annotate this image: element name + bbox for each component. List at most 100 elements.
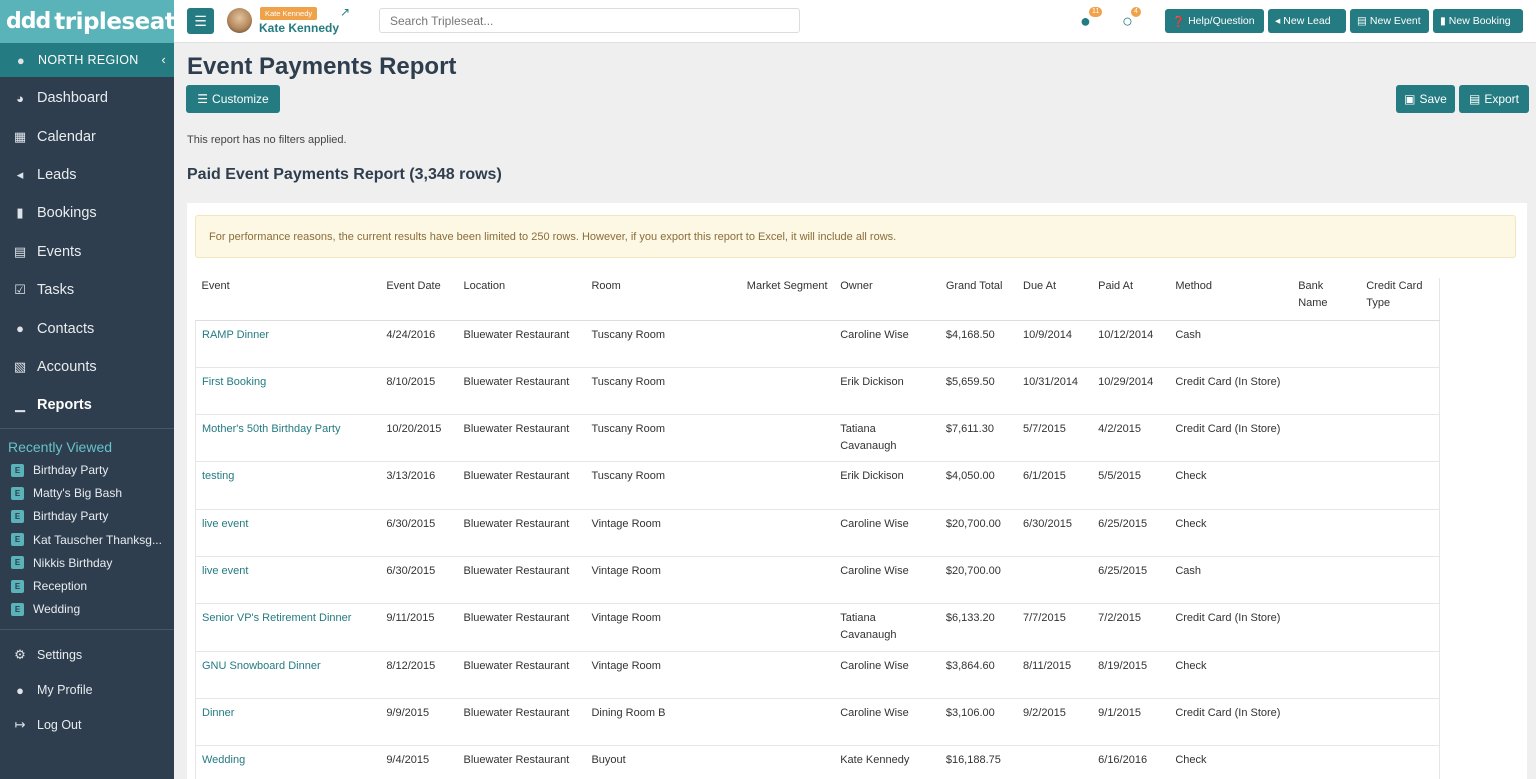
event-badge-icon: E	[11, 486, 24, 500]
sidebar-item-events[interactable]: ▤ Events	[0, 233, 174, 271]
event-link[interactable]: First Booking	[195, 367, 381, 416]
search-input[interactable]	[379, 8, 800, 33]
sidebar-item-calendar[interactable]: ▦ Calendar	[0, 117, 174, 155]
chat-count-badge: 4	[1131, 7, 1141, 17]
main-content: Event Payments Report ☰ Customize ▣ Save ▤…	[174, 43, 1536, 779]
column-header[interactable]: Bank Name	[1292, 278, 1361, 321]
settings-label: Settings	[37, 648, 83, 663]
table-cell: Credit Card (In Store)	[1169, 367, 1293, 416]
sidebar-item-label: Accounts	[37, 358, 97, 375]
table-cell	[1292, 461, 1361, 510]
log-out-link[interactable]: ↦ Log Out	[0, 708, 174, 743]
bookmark-icon: ▮	[16, 205, 24, 221]
chart-icon: ▁	[15, 397, 25, 413]
new-booking-label: New Booking	[1448, 15, 1511, 27]
report-card: For performance reasons, the current res…	[187, 203, 1527, 779]
event-link[interactable]: live event	[195, 556, 381, 605]
table-cell: Bluewater Restaurant	[457, 461, 586, 510]
sidebar-item-leads[interactable]: ◂ Leads	[0, 156, 174, 194]
sidebar-item-contacts[interactable]: ● Contacts	[0, 309, 174, 347]
event-link[interactable]: GNU Snowboard Dinner	[195, 651, 381, 699]
logo-mark: ddd	[6, 9, 51, 34]
table-cell: 5/5/2015	[1092, 461, 1170, 510]
table-cell: Buyout	[585, 745, 741, 779]
save-button[interactable]: ▣ Save	[1396, 85, 1455, 113]
column-header[interactable]: Market Segment	[740, 278, 835, 321]
chat-notifications[interactable]: ○ 4	[1122, 7, 1141, 32]
table-cell: Tuscany Room	[585, 367, 741, 416]
customize-button[interactable]: ☰ Customize	[186, 85, 280, 113]
menu-toggle-button[interactable]: ☰	[187, 8, 214, 34]
event-link[interactable]: live event	[195, 509, 381, 557]
table-row: GNU Snowboard Dinner 8/12/2015 Bluewater R…	[195, 651, 1441, 699]
table-cell: $7,611.30	[939, 414, 1017, 463]
table-cell: 10/12/2014	[1092, 320, 1170, 368]
sidebar-item-tasks[interactable]: ☑ Tasks	[0, 271, 174, 309]
event-link[interactable]: RAMP Dinner	[195, 320, 381, 368]
table-cell: Vintage Room	[585, 556, 741, 605]
table-cell: $5,659.50	[939, 367, 1017, 416]
event-badge-icon: E	[11, 556, 24, 570]
new-booking-button[interactable]: ▮ New Booking	[1433, 9, 1523, 33]
table-cell: Tuscany Room	[585, 461, 741, 510]
chevron-left-icon[interactable]: ‹	[161, 52, 166, 67]
event-link[interactable]: Wedding	[195, 745, 381, 779]
sidebar-item-reports[interactable]: ▁ Reports	[0, 386, 174, 424]
globe-notifications[interactable]: ● 11	[1080, 7, 1103, 32]
recent-item[interactable]: E Reception	[0, 574, 174, 597]
event-link[interactable]: Mother's 50th Birthday Party	[195, 414, 381, 463]
performance-alert: For performance reasons, the current res…	[195, 215, 1516, 258]
column-header[interactable]: Credit Card Type	[1360, 278, 1441, 321]
event-link[interactable]: Dinner	[195, 698, 381, 747]
column-header[interactable]: Due At	[1017, 278, 1093, 321]
table-cell: 6/30/2015	[1017, 509, 1093, 557]
recent-item[interactable]: E Kat Tauscher Thanksg...	[0, 528, 174, 551]
recent-item[interactable]: E Birthday Party	[0, 459, 174, 482]
table-cell: 4/24/2016	[380, 320, 458, 368]
user-name-link[interactable]: Kate Kennedy	[259, 21, 340, 35]
logo[interactable]: ddd tripleseat	[0, 0, 176, 43]
settings-link[interactable]: ⚙ Settings	[0, 638, 174, 673]
table-cell	[1292, 745, 1361, 779]
events-icon: ▤	[13, 243, 27, 259]
column-header[interactable]: Room	[585, 278, 741, 321]
sidebar-item-accounts[interactable]: ▧ Accounts	[0, 348, 174, 386]
column-header[interactable]: Event	[195, 278, 381, 321]
export-button[interactable]: ▤ Export	[1459, 85, 1529, 113]
export-label: Export	[1484, 92, 1520, 106]
table-cell	[1360, 509, 1441, 557]
new-event-button[interactable]: ▤ New Event	[1350, 9, 1429, 33]
recent-item[interactable]: E Birthday Party	[0, 505, 174, 528]
my-profile-link[interactable]: ● My Profile	[0, 673, 174, 708]
recent-item[interactable]: E Matty's Big Bash	[0, 482, 174, 505]
table-cell	[740, 603, 835, 652]
table-cell: 8/19/2015	[1092, 651, 1170, 699]
customize-label: Customize	[212, 92, 269, 106]
recent-item[interactable]: E Nikkis Birthday	[0, 551, 174, 574]
event-link[interactable]: Senior VP's Retirement Dinner	[195, 603, 381, 652]
column-header[interactable]: Event Date	[380, 278, 458, 321]
table-cell: 6/30/2015	[380, 556, 458, 605]
external-link-icon[interactable]: ↗	[340, 5, 351, 19]
column-header[interactable]: Method	[1169, 278, 1293, 321]
table-cell	[1360, 556, 1441, 605]
help-question-button[interactable]: ❓ Help/Question	[1165, 9, 1264, 33]
recent-item[interactable]: E Wedding	[0, 598, 174, 621]
table-cell: Dining Room B	[585, 698, 741, 747]
sidebar-item-bookings[interactable]: ▮ Bookings	[0, 194, 174, 232]
event-link[interactable]: testing	[195, 461, 381, 510]
table-cell: Bluewater Restaurant	[457, 367, 586, 416]
sidebar-bottom: ⚙ Settings ● My Profile ↦ Log Out	[0, 630, 174, 743]
table-cell	[1292, 509, 1361, 557]
column-header[interactable]: Owner	[834, 278, 940, 321]
table-cell	[1360, 461, 1441, 510]
column-header[interactable]: Paid At	[1092, 278, 1170, 321]
column-header[interactable]: Location	[457, 278, 586, 321]
filter-note: This report has no filters applied.	[187, 134, 347, 146]
table-cell: Caroline Wise	[834, 320, 940, 368]
column-header[interactable]: Grand Total	[939, 278, 1017, 321]
avatar[interactable]	[227, 8, 252, 33]
region-selector[interactable]: ● NORTH REGION ‹	[0, 43, 174, 77]
sidebar-item-dashboard[interactable]: ◕ Dashboard	[0, 79, 174, 117]
new-lead-button[interactable]: ◂ New Lead	[1268, 9, 1346, 33]
